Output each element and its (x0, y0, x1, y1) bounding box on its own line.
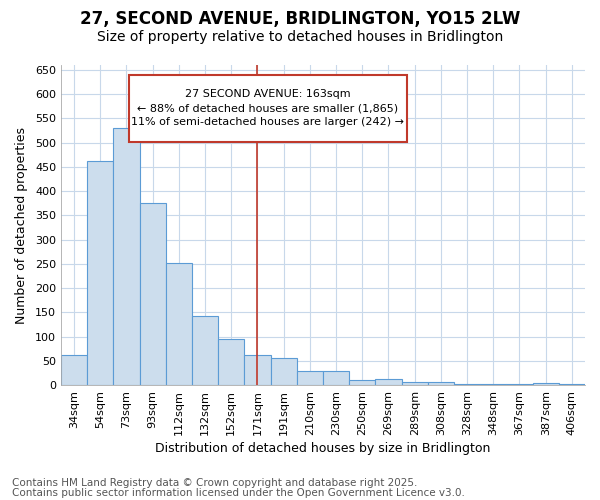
Bar (454, 384, 480, 385)
Bar (559, 384, 585, 385)
Text: Contains HM Land Registry data © Crown copyright and database right 2025.: Contains HM Land Registry data © Crown c… (12, 478, 418, 488)
Bar (376, 379, 401, 385)
Bar (61, 355, 87, 385)
Bar (140, 203, 166, 385)
Bar (349, 380, 376, 385)
Bar (506, 384, 533, 385)
Bar (271, 358, 297, 385)
Bar (480, 384, 506, 385)
Bar (218, 339, 244, 385)
Bar (244, 355, 271, 385)
Bar (166, 263, 192, 385)
Y-axis label: Number of detached properties: Number of detached properties (15, 126, 28, 324)
Bar (323, 372, 349, 385)
Bar (428, 382, 454, 385)
Bar (87, 161, 113, 385)
Text: 27, SECOND AVENUE, BRIDLINGTON, YO15 2LW: 27, SECOND AVENUE, BRIDLINGTON, YO15 2LW (80, 10, 520, 28)
Bar (533, 382, 559, 385)
Bar (297, 372, 323, 385)
Text: 27 SECOND AVENUE: 163sqm
← 88% of detached houses are smaller (1,865)
11% of sem: 27 SECOND AVENUE: 163sqm ← 88% of detach… (131, 89, 404, 127)
Bar (192, 316, 218, 385)
Bar (401, 382, 428, 385)
Bar (113, 128, 140, 385)
Text: Contains public sector information licensed under the Open Government Licence v3: Contains public sector information licen… (12, 488, 465, 498)
FancyBboxPatch shape (129, 74, 407, 142)
X-axis label: Distribution of detached houses by size in Bridlington: Distribution of detached houses by size … (155, 442, 491, 455)
Text: Size of property relative to detached houses in Bridlington: Size of property relative to detached ho… (97, 30, 503, 44)
